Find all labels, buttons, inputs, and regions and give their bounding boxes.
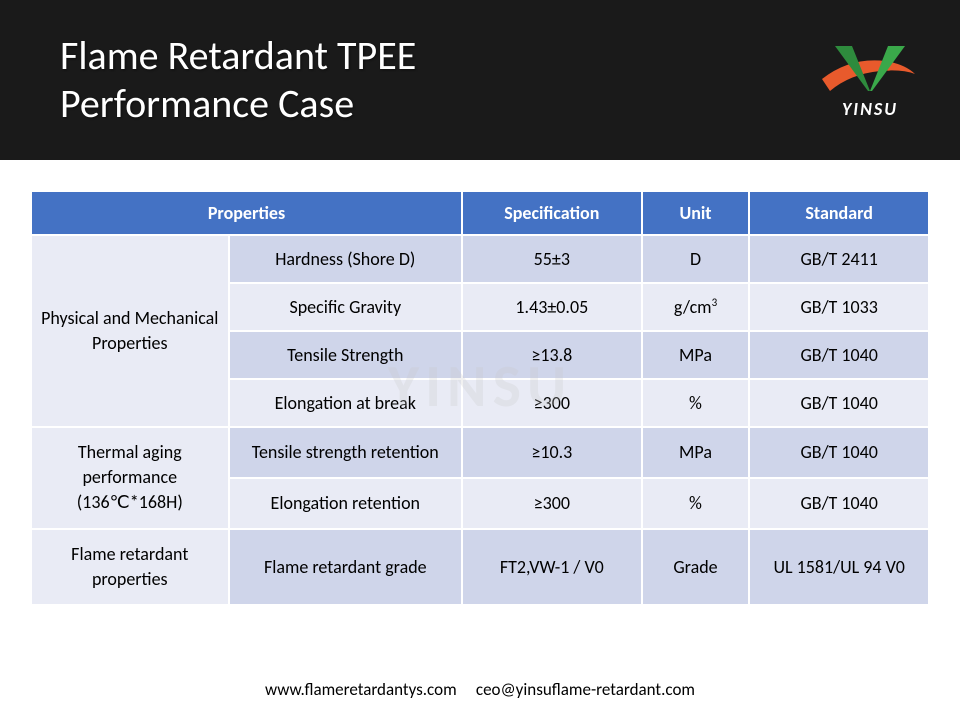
cell-spec: 55±3 [462,235,642,283]
logo-text: YINSU [842,98,898,120]
footer-email: ceo@yinsuflame-retardant.com [476,679,695,700]
cell-property: Specific Gravity [229,283,462,331]
cell-spec: ≥300 [462,478,642,529]
cell-unit: D [642,235,750,283]
cell-unit: % [642,379,750,427]
logo: YINSU [820,41,920,120]
cell-spec: FT2,VW-1 / V0 [462,529,642,605]
page-title: Flame Retardant TPEE Performance Case [60,32,416,128]
logo-mark-icon [820,41,920,101]
table-body: Physical and Mechanical PropertiesHardne… [31,235,929,605]
col-standard: Standard [749,191,929,235]
cell-standard: GB/T 1040 [749,427,929,478]
cell-unit: MPa [642,427,750,478]
footer: www.flameretardantys.com ceo@yinsuflame-… [0,679,960,700]
category-cell: Flame retardant properties [31,529,229,605]
cell-property: Flame retardant grade [229,529,462,605]
col-properties: Properties [31,191,462,235]
cell-unit: % [642,478,750,529]
table-row: Physical and Mechanical PropertiesHardne… [31,235,929,283]
cell-spec: 1.43±0.05 [462,283,642,331]
table-container: Properties Specification Unit Standard P… [0,160,960,606]
cell-standard: UL 1581/UL 94 V0 [749,529,929,605]
col-specification: Specification [462,191,642,235]
cell-property: Elongation retention [229,478,462,529]
cell-property: Tensile strength retention [229,427,462,478]
category-cell: Thermal aging performance (136℃*168H) [31,427,229,529]
category-cell: Physical and Mechanical Properties [31,235,229,427]
cell-spec: ≥13.8 [462,331,642,379]
title-line2: Performance Case [60,79,354,128]
header-bar: Flame Retardant TPEE Performance Case YI… [0,0,960,160]
col-unit: Unit [642,191,750,235]
cell-standard: GB/T 1040 [749,379,929,427]
cell-standard: GB/T 1033 [749,283,929,331]
cell-unit: g/cm3 [642,283,750,331]
cell-standard: GB/T 1040 [749,478,929,529]
cell-property: Elongation at break [229,379,462,427]
properties-table: Properties Specification Unit Standard P… [30,190,930,606]
table-header-row: Properties Specification Unit Standard [31,191,929,235]
table-row: Thermal aging performance (136℃*168H)Ten… [31,427,929,478]
cell-unit: MPa [642,331,750,379]
title-line1: Flame Retardant TPEE [60,31,416,80]
cell-unit: Grade [642,529,750,605]
footer-website: www.flameretardantys.com [265,679,457,700]
cell-spec: ≥300 [462,379,642,427]
cell-property: Hardness (Shore D) [229,235,462,283]
cell-standard: GB/T 2411 [749,235,929,283]
cell-standard: GB/T 1040 [749,331,929,379]
cell-spec: ≥10.3 [462,427,642,478]
table-row: Flame retardant propertiesFlame retardan… [31,529,929,605]
cell-property: Tensile Strength [229,331,462,379]
